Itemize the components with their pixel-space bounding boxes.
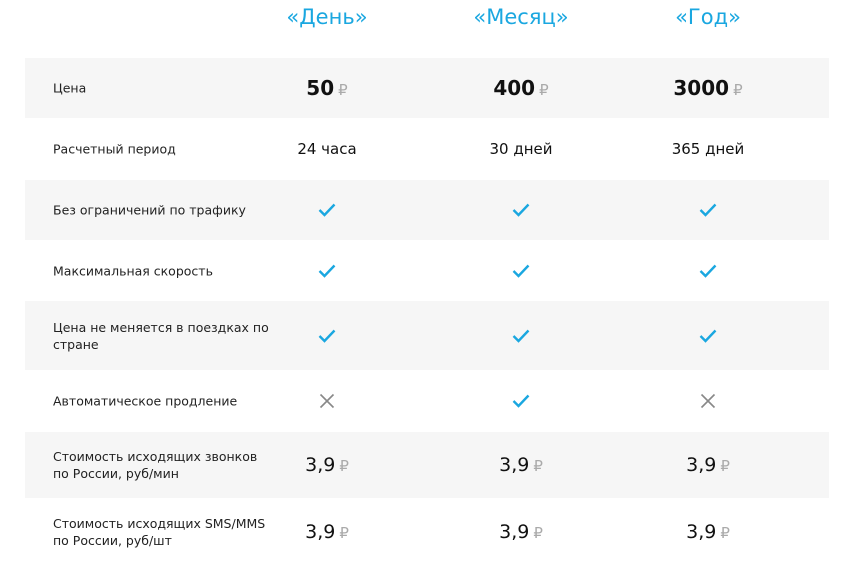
row-label: Стоимость исходящих SMS/MMS по России, р… [53,515,266,548]
table-row: Цена не меняется в поездках по стране [25,301,829,370]
cross-icon [319,393,335,409]
check-icon [318,203,336,217]
row-label: Цена [53,80,87,96]
check-icon [699,329,717,343]
rate-cell: 3,9 ₽ [499,454,543,476]
ruble-sign: ₽ [339,457,349,475]
rate-value: 3,9 [686,454,717,476]
plans-header: «День» «Месяц» «Год» [0,0,850,58]
row-label: Расчетный период [53,141,176,157]
rate-value: 3,9 [305,454,336,476]
price-cell: 400 ₽ [493,76,548,100]
check-icon [512,203,530,217]
table-row: Автоматическое продление [25,370,829,432]
rate-cell: 3,9 ₽ [499,521,543,543]
plan-day-title: «День» [286,5,368,29]
price-value: 50 [306,76,335,100]
check-icon [512,329,530,343]
ruble-sign: ₽ [338,81,348,99]
rate-value: 3,9 [499,454,530,476]
row-label: Максимальная скорость [53,263,213,278]
ruble-sign: ₽ [533,523,543,542]
rate-cell: 3,9 ₽ [686,521,730,543]
ruble-sign: ₽ [339,523,349,542]
row-label: Автоматическое продление [53,393,238,409]
table-row: Стоимость исходящих звонков по России, р… [25,432,829,498]
table-row: Стоимость исходящих SMS/MMS по России, р… [25,498,829,565]
table-row: Расчетный период 24 часа 30 дней 365 дней [25,118,829,180]
row-label: Цена не меняется в поездках по стране [53,319,269,352]
check-icon [318,264,336,278]
price-cell: 3000 ₽ [673,76,742,100]
check-icon [699,264,717,278]
ruble-sign: ₽ [539,81,549,99]
rate-value: 3,9 [499,520,530,543]
ruble-sign: ₽ [733,81,743,99]
plan-month-title: «Месяц» [473,5,569,29]
plan-year-title: «Год» [675,5,741,29]
rate-value: 3,9 [305,520,336,543]
price-cell: 50 ₽ [306,76,347,100]
rate-cell: 3,9 ₽ [305,521,349,543]
ruble-sign: ₽ [533,457,543,475]
rate-value: 3,9 [686,520,717,543]
check-icon [512,264,530,278]
check-icon [318,329,336,343]
check-icon [699,203,717,217]
table-row: Цена 50 ₽400 ₽3000 ₽ [25,58,829,118]
ruble-sign: ₽ [720,523,730,542]
price-value: 3000 [673,76,730,100]
rate-cell: 3,9 ₽ [305,454,349,476]
row-label: Стоимость исходящих звонков по России, р… [53,449,258,481]
price-value: 400 [493,76,536,100]
period-value: 30 дней [489,140,553,158]
cross-icon [700,393,716,409]
period-value: 24 часа [297,140,357,158]
table-row: Максимальная скорость [25,240,829,301]
period-value: 365 дней [671,140,745,158]
rate-cell: 3,9 ₽ [686,454,730,476]
check-icon [512,394,530,408]
row-label: Без ограничений по трафику [53,202,246,218]
table-row: Без ограничений по трафику [25,180,829,240]
ruble-sign: ₽ [720,457,730,475]
